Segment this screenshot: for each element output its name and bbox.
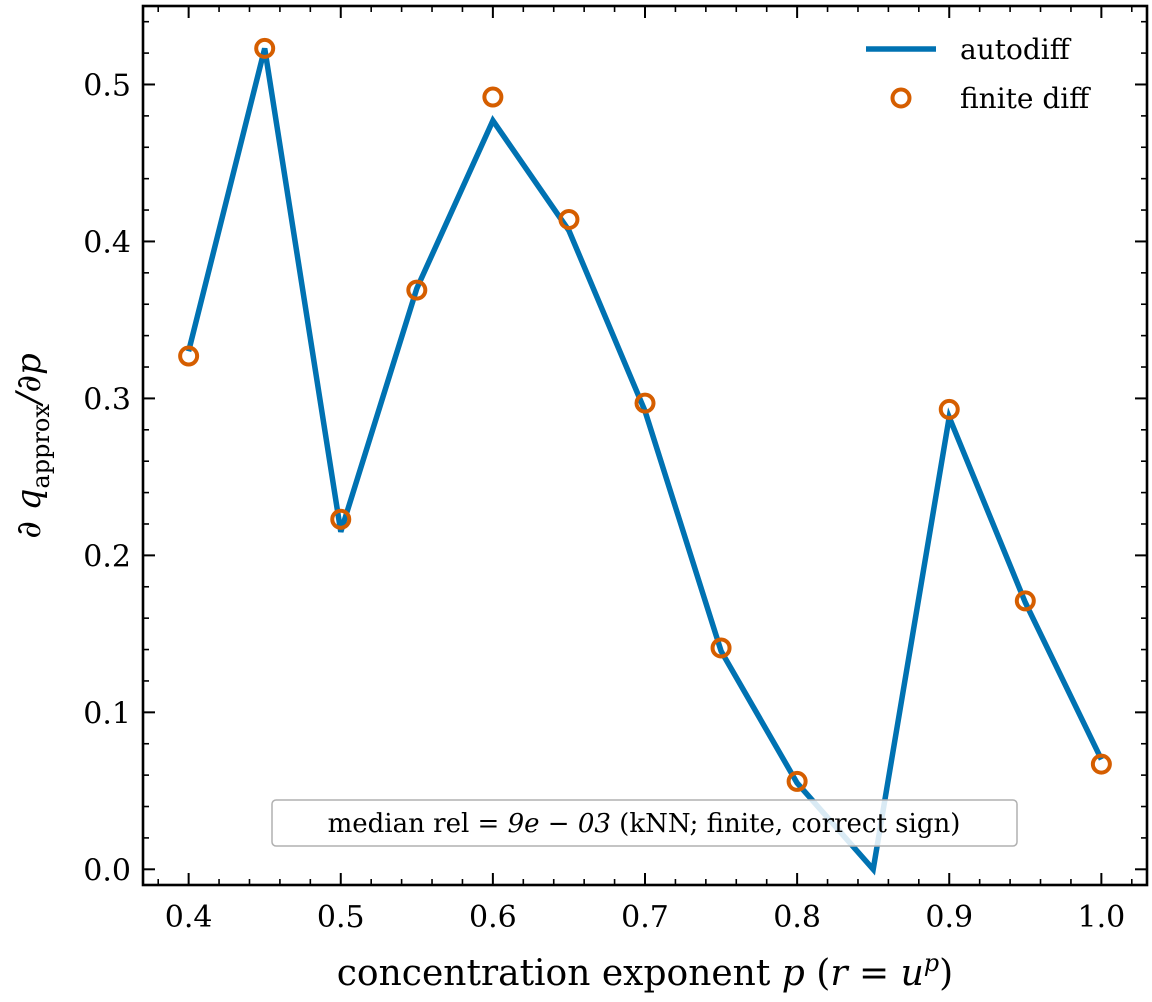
series-layer: [178, 37, 1112, 876]
y-axis-title-dq: ∂ q: [9, 489, 49, 539]
y-axis-title: ∂ qapprox/∂p: [9, 353, 55, 538]
x-axis-title-r: r: [830, 953, 849, 994]
data-point-finite-diff: [634, 392, 656, 414]
x-tick-label: 0.7: [621, 900, 669, 935]
x-axis-title-p: p: [782, 953, 805, 994]
axes-frame: [141, 4, 1149, 887]
data-point-finite-diff: [786, 770, 808, 792]
annotation-math: = 9e − 03: [478, 809, 611, 839]
x-tick-label: 0.8: [773, 900, 821, 935]
y-tick-label: 0.2: [83, 539, 131, 574]
annotation-suffix: (kNN; finite, correct sign): [611, 809, 960, 839]
data-point-finite-diff: [1014, 590, 1036, 612]
data-point-finite-diff: [1090, 753, 1112, 775]
x-axis-title-paren-close: ): [939, 953, 953, 994]
annotation: median rel = 9e − 03 (kNN; finite, corre…: [271, 799, 1018, 847]
x-tick-label: 0.5: [317, 900, 365, 935]
data-point-finite-diff: [178, 345, 200, 367]
tick-labels: 0.4 0.5 0.6 0.7 0.8 0.9 1.0 0.0 0.1 0.2 0.3 0.4 0.5: [83, 68, 1125, 935]
axis-titles: concentration exponent p (r = up)∂ qappr…: [9, 353, 953, 994]
y-tick-label: 0.3: [83, 382, 131, 417]
x-axis-title-u: u: [901, 953, 924, 994]
y-tick-label: 0.4: [83, 225, 131, 260]
y-axis-title-dp: /∂p: [9, 353, 49, 407]
x-axis-title-eq: =: [848, 953, 901, 994]
legend: autodiff finite diff: [866, 33, 1091, 115]
y-tick-label: 0.0: [83, 853, 131, 888]
y-tick-label: 0.5: [83, 68, 131, 103]
x-tick-label: 0.4: [165, 900, 213, 935]
x-axis-title-exp: p: [924, 949, 939, 977]
x-axis-title-text: concentration exponent: [337, 953, 782, 994]
x-tick-label: 0.6: [469, 900, 517, 935]
legend-label-autodiff: autodiff: [960, 33, 1072, 66]
data-point-finite-diff: [330, 508, 352, 530]
annotation-text: median rel = 9e − 03 (kNN; finite, corre…: [328, 809, 961, 839]
data-point-finite-diff: [482, 86, 504, 108]
y-axis-title-sub: approx: [27, 404, 55, 489]
data-point-finite-diff: [406, 279, 428, 301]
annotation-prefix: median rel: [328, 809, 478, 839]
x-tick-label: 1.0: [1078, 900, 1126, 935]
legend-marker-finite-diff: [890, 87, 912, 109]
x-axis-title: concentration exponent p (r = up): [337, 949, 953, 994]
data-point-finite-diff: [254, 37, 276, 59]
data-point-finite-diff: [710, 637, 732, 659]
x-tick-label: 0.9: [925, 900, 973, 935]
y-tick-label: 0.1: [83, 696, 131, 731]
data-point-finite-diff: [938, 398, 960, 420]
data-point-finite-diff: [558, 208, 580, 230]
legend-label-finite-diff: finite diff: [960, 82, 1091, 115]
plot-frame: [141, 4, 1149, 887]
x-axis-title-paren-open: (: [805, 953, 831, 994]
annotation-box: [271, 799, 1018, 847]
